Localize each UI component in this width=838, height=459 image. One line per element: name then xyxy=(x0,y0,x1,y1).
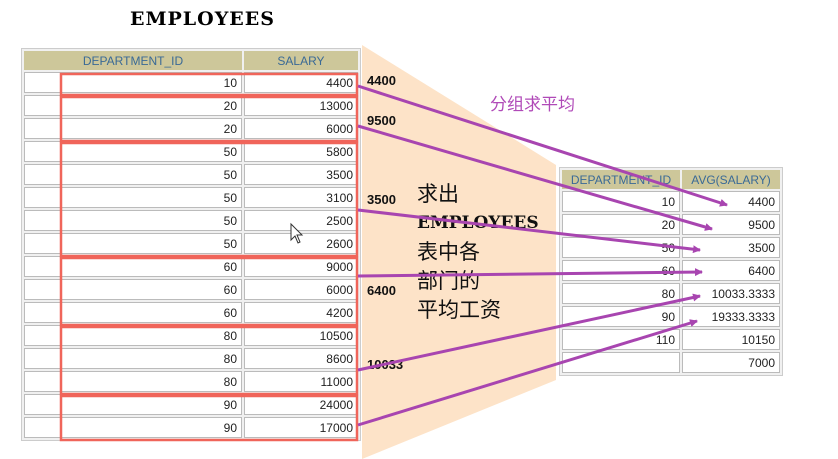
department-id-cell: 50 xyxy=(24,210,242,231)
table-row: 60 6400 xyxy=(562,260,780,281)
table-row: 80 8600 xyxy=(24,348,358,369)
column-header: SALARY xyxy=(244,51,358,70)
value-cell: 6000 xyxy=(244,118,358,139)
department-id-cell: 60 xyxy=(562,260,680,281)
department-id-cell: 80 xyxy=(562,283,680,304)
group-box xyxy=(59,95,359,143)
arrow-icon xyxy=(357,319,698,427)
table-row: 10 4400 xyxy=(24,72,358,93)
table-row: 50 2600 xyxy=(24,233,358,254)
table-row: 90 19333.3333 xyxy=(562,306,780,327)
value-cell: 8600 xyxy=(244,348,358,369)
avg-label: 4400 xyxy=(367,73,396,88)
description-line: 求出 xyxy=(417,183,459,206)
arrow-icon xyxy=(357,293,701,372)
table-row: 90 24000 xyxy=(24,394,358,415)
department-id-cell: 80 xyxy=(24,371,242,392)
arrow-icon xyxy=(357,268,703,278)
department-id-cell: 60 xyxy=(24,302,242,323)
value-cell: 5800 xyxy=(244,141,358,162)
value-cell: 2600 xyxy=(244,233,358,254)
value-cell: 6400 xyxy=(682,260,780,281)
value-cell: 4400 xyxy=(244,72,358,93)
department-id-cell: 10 xyxy=(24,72,242,93)
column-header: AVG(SALARY) xyxy=(682,170,780,189)
value-cell: 17000 xyxy=(244,417,358,438)
avg-label: 6400 xyxy=(367,283,396,298)
value-cell: 10150 xyxy=(682,329,780,350)
group-box xyxy=(59,394,359,442)
value-cell: 19333.3333 xyxy=(682,306,780,327)
arrow-icon xyxy=(357,124,713,231)
group-box xyxy=(59,256,359,327)
value-cell: 10033.3333 xyxy=(682,283,780,304)
department-id-cell: 50 xyxy=(562,237,680,258)
department-id-cell: 90 xyxy=(24,417,242,438)
column-header: DEPARTMENT_ID xyxy=(24,51,242,70)
table-row: 90 17000 xyxy=(24,417,358,438)
avg-label: 3500 xyxy=(367,192,396,207)
value-cell: 3100 xyxy=(244,187,358,208)
value-cell: 4400 xyxy=(682,191,780,212)
department-id-cell: 80 xyxy=(24,348,242,369)
department-id-cell: 50 xyxy=(24,187,242,208)
table-title: EMPLOYEES xyxy=(130,8,275,30)
group-box xyxy=(59,141,359,258)
table-row: 50 2500 xyxy=(24,210,358,231)
mouse-cursor-icon xyxy=(290,222,304,244)
avg-label: 9500 xyxy=(367,113,396,128)
table-row: 60 4200 xyxy=(24,302,358,323)
employees-table: DEPARTMENT_ID SALARY 10 4400 20 13000 20 6000 5… xyxy=(21,48,361,441)
department-id-cell: 20 xyxy=(24,118,242,139)
table-row: 80 11000 xyxy=(24,371,358,392)
department-id-cell: 50 xyxy=(24,141,242,162)
department-id-cell: 90 xyxy=(562,306,680,327)
value-cell: 7000 xyxy=(682,352,780,373)
department-id-cell: 50 xyxy=(24,233,242,254)
group-box xyxy=(59,72,359,97)
group-average-label: 分组求平均 xyxy=(490,95,575,114)
column-header: DEPARTMENT_ID xyxy=(562,170,680,189)
department-id-cell: 60 xyxy=(24,279,242,300)
description-line: 表中各 xyxy=(417,241,480,264)
table-row: 7000 xyxy=(562,352,780,373)
table-row: 20 6000 xyxy=(24,118,358,139)
department-id-cell: 20 xyxy=(562,214,680,235)
value-cell: 6000 xyxy=(244,279,358,300)
department-id-cell: 50 xyxy=(24,164,242,185)
table-row: 80 10033.3333 xyxy=(562,283,780,304)
group-box xyxy=(59,325,359,396)
value-cell: 2500 xyxy=(244,210,358,231)
arrow-icon xyxy=(357,208,701,254)
table-row: 60 6000 xyxy=(24,279,358,300)
table-row: 10 4400 xyxy=(562,191,780,212)
table-row: 50 3100 xyxy=(24,187,358,208)
value-cell: 3500 xyxy=(682,237,780,258)
value-cell: 3500 xyxy=(244,164,358,185)
table-row: 50 5800 xyxy=(24,141,358,162)
value-cell: 4200 xyxy=(244,302,358,323)
arrow-icon xyxy=(357,84,728,207)
description-line: 平均工资 xyxy=(417,299,501,322)
